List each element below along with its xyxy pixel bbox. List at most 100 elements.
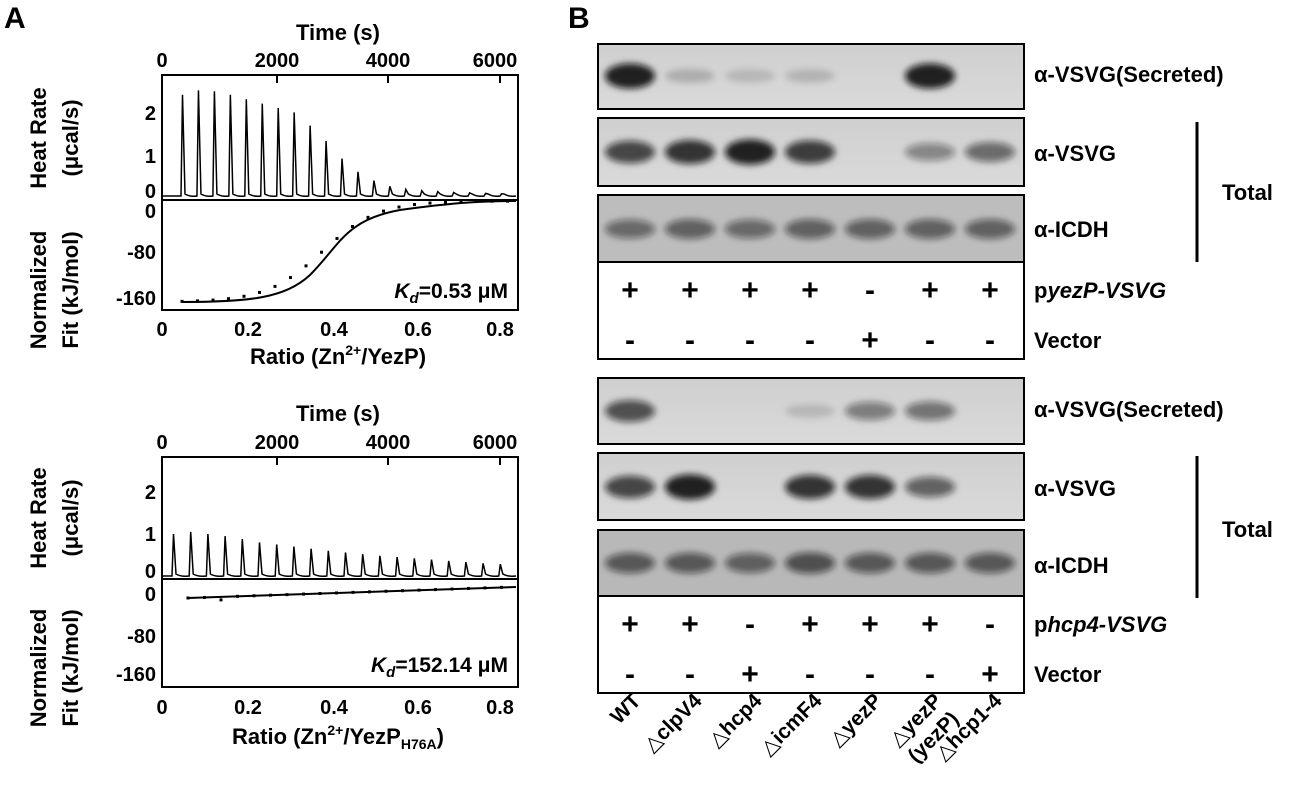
itc-experiment-2: Time (s) 0 2000 4000 6000 2 1 0 Heat Rat… (26, 401, 519, 752)
sign-mark: + (741, 274, 759, 307)
fit-ticks-2: 0 -80 -160 (116, 584, 156, 686)
heat-tick-label: 2 (145, 103, 156, 125)
binding-data-point (242, 294, 246, 298)
blot-band (605, 63, 655, 89)
blot-band (845, 475, 895, 499)
blot-band (725, 139, 775, 165)
binding-data-point (368, 590, 371, 594)
blot-band (905, 552, 955, 574)
blot-band (785, 219, 835, 239)
binding-data-point (302, 592, 305, 596)
binding-data-point (219, 598, 223, 602)
binding-data-point (273, 284, 277, 288)
sign-mark: - (865, 274, 875, 307)
lane-label: △icmF4 (756, 689, 827, 760)
fit-frame-2 (161, 578, 519, 688)
bands-2-vsvg (605, 474, 955, 500)
binding-data-point (428, 201, 432, 205)
row-label: pyezP-VSVG (1034, 278, 1166, 303)
time-ticks-2: 0 2000 4000 6000 (156, 432, 517, 454)
binding-data-point (351, 224, 354, 228)
binding-data-point (500, 585, 503, 589)
total-label-1: Total (1222, 180, 1273, 205)
blot-band (605, 475, 655, 499)
sign-mark: + (861, 608, 879, 641)
blot-band (905, 476, 955, 498)
binding-data-point (366, 215, 370, 219)
sign-mark: - (625, 658, 635, 691)
time-tick-marks-1 (161, 75, 501, 83)
heat-rate-ticks-1: 2 1 0 (145, 103, 156, 203)
time-axis-title-2: Time (s) (296, 401, 380, 426)
heat-rate-frame-2 (161, 456, 519, 580)
kd-label-2: Kd=152.14 μM (371, 654, 508, 681)
time-ticks-1: 0 2000 4000 6000 (156, 50, 517, 72)
blot-band (665, 552, 715, 574)
blot-band (605, 552, 655, 574)
binding-data-point (227, 297, 230, 301)
blot-band (785, 552, 835, 574)
blot-band (665, 140, 715, 164)
blot-band (965, 142, 1015, 162)
blot-band (785, 475, 835, 499)
sign-mark: - (625, 324, 635, 357)
fit-axis-title-1: Normalized (26, 231, 51, 350)
sign-mark: + (681, 274, 699, 307)
panel-a-letter: A (4, 2, 26, 35)
heat-rate-ticks-2: 2 1 0 (145, 482, 156, 583)
lane-label: △clpV4 (639, 689, 707, 757)
sign-mark: - (685, 324, 695, 357)
binding-data-point (289, 276, 292, 280)
binding-data-point (186, 596, 190, 600)
blot-band (785, 140, 835, 164)
row-label: Vector (1034, 328, 1102, 353)
binding-data-point (335, 591, 338, 595)
sign-mark: - (925, 324, 935, 357)
fit-tick-label: 0 (145, 201, 156, 223)
sign-mark: + (981, 274, 999, 307)
binding-data-point (413, 203, 416, 207)
blot-band (665, 68, 715, 84)
fit-frame-1 (161, 199, 519, 311)
ratio-tick-label: 0.4 (320, 319, 349, 341)
time-axis-title-1: Time (s) (296, 20, 380, 45)
sign-mark: - (865, 658, 875, 691)
sign-mark: + (801, 608, 819, 641)
sign-table-2 (597, 595, 1025, 694)
panel-b-letter: B (568, 2, 590, 35)
lane-label: WT (606, 689, 645, 728)
blot-band (905, 63, 955, 89)
sign-mark: + (621, 274, 639, 307)
binding-data-point (490, 199, 494, 203)
binding-data-point (318, 592, 322, 596)
bands-2-secreted (605, 400, 955, 422)
time-tick-label: 0 (156, 432, 167, 454)
blot-band (845, 401, 895, 421)
blot-label: α-VSVG(Secreted) (1034, 62, 1224, 87)
blot-band (605, 400, 655, 422)
itc-experiment-1: Time (s) 0 2000 4000 6000 2 1 0 Heat Rat… (26, 20, 519, 369)
total-label-2: Total (1222, 517, 1273, 542)
blot-band (725, 219, 775, 239)
sign-mark: + (681, 608, 699, 641)
fit-axis-unit-2: Fit (kJ/mol) (58, 609, 83, 726)
blot-band (905, 219, 955, 239)
ratio-axis-title-1: Ratio (Zn2+/YezP) (250, 342, 426, 369)
blot-band (965, 219, 1015, 239)
binding-data-point (180, 299, 184, 303)
binding-data-point (450, 587, 454, 591)
heat-rate-trace-1 (162, 90, 517, 197)
binding-data-point (269, 593, 272, 597)
binding-data-point (483, 586, 487, 590)
binding-data-point (382, 209, 385, 213)
fit-tick-label: 0 (145, 584, 156, 606)
sign-rows-2: + + - + + + - - - + - - - + (621, 608, 999, 691)
heat-tick-label: 2 (145, 482, 156, 504)
fit-tick-label: -80 (127, 626, 156, 648)
sign-mark: - (745, 324, 755, 357)
time-tick-label: 4000 (366, 432, 411, 454)
sign-mark: - (805, 324, 815, 357)
blot-band (725, 553, 775, 573)
sign-mark: + (861, 324, 879, 357)
western-blot-block-2: + + - + + + - - - + - - - + α-VSVG(Secreted) α-VSVG α… (597, 377, 1273, 694)
